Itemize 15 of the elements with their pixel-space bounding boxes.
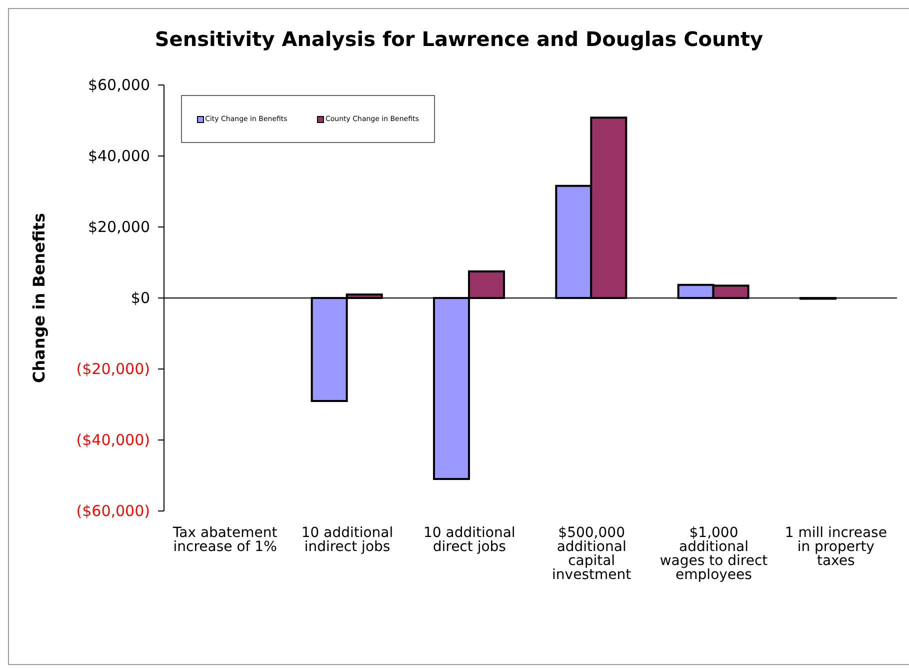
x-tick-label: $500,000 additional capital investment (552, 524, 632, 583)
y-tick-label: $0 (130, 289, 150, 307)
y-tick-label: $20,000 (88, 218, 150, 236)
x-tick-label: $1,000 additional wages to direct employees (660, 524, 768, 583)
x-tick-label: 10 additional indirect jobs (301, 524, 394, 555)
y-tick-label: $60,000 (88, 76, 150, 94)
y-tick-label: ($20,000) (76, 360, 150, 378)
y-axis-title: Change in Benefits (30, 213, 49, 383)
y-tick-label: ($40,000) (76, 431, 150, 449)
x-tick-label: 10 additional direct jobs (424, 524, 516, 555)
y-tick-label: $40,000 (88, 147, 150, 165)
x-tick-label: 1 mill increase in property taxes (784, 524, 887, 569)
y-tick-label: ($60,000) (76, 502, 150, 520)
chart-title: Sensitivity Analysis for Lawrence and Douglas County (154, 27, 764, 51)
x-tick-label: Tax abatement increase of 1% (172, 524, 278, 555)
